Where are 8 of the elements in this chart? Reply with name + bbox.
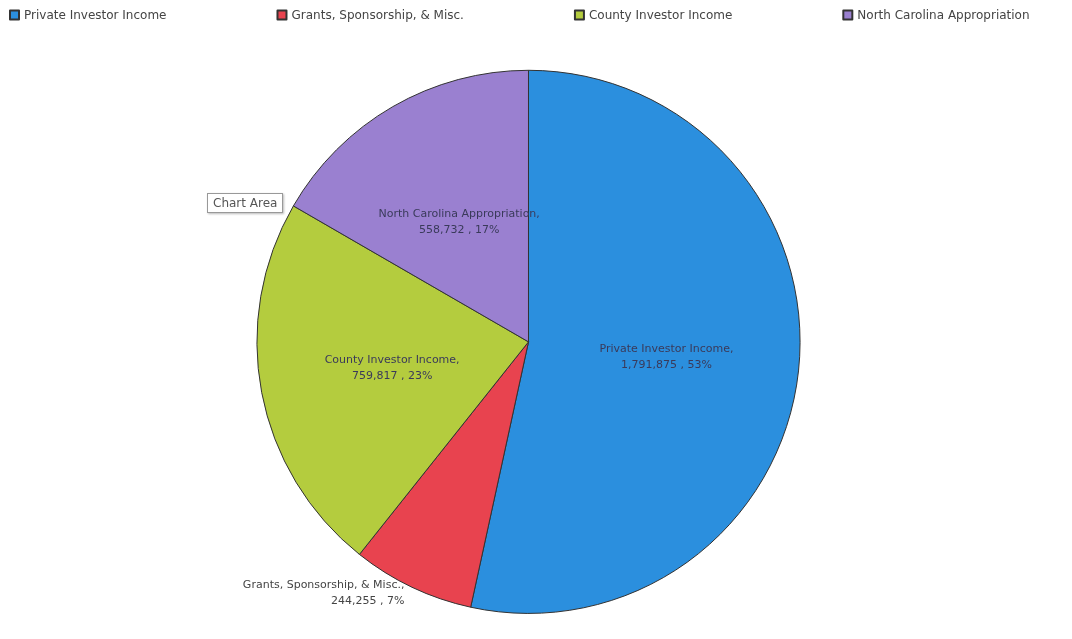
legend-label: Grants, Sponsorship, & Misc. [291, 8, 464, 22]
data-label: Grants, Sponsorship, & Misc., 244,255 , 7% [242, 578, 405, 608]
data-label: Private Investor Income, 1,791,875 , 53% [599, 342, 734, 372]
text: Chart Area [207, 193, 284, 213]
legend-label: Private Investor Income [24, 8, 167, 22]
legend-label: County Investor Income [588, 8, 733, 22]
legend-label: North Carolina Appropriation [857, 8, 1030, 22]
data-label: County Investor Income, 759,817 , 23% [324, 353, 460, 383]
